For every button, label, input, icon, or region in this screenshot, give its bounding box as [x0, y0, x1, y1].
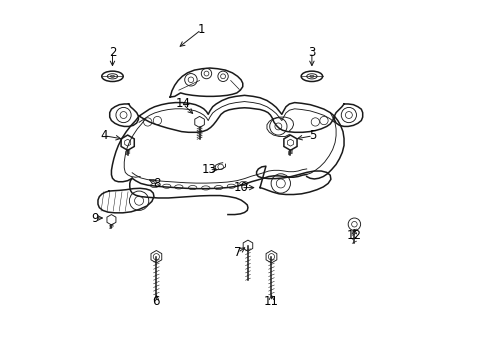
Text: 7: 7 — [233, 246, 241, 259]
Text: 10: 10 — [233, 181, 248, 194]
Text: 6: 6 — [152, 295, 160, 308]
Text: 13: 13 — [202, 163, 216, 176]
Text: 9: 9 — [91, 212, 99, 225]
Text: 3: 3 — [307, 46, 315, 59]
Text: 1: 1 — [197, 23, 204, 36]
Text: 14: 14 — [175, 98, 190, 111]
Text: 11: 11 — [264, 295, 278, 308]
Text: 8: 8 — [153, 177, 161, 190]
Text: 4: 4 — [101, 129, 108, 142]
Text: 12: 12 — [346, 229, 361, 242]
Text: 5: 5 — [308, 129, 316, 142]
Text: 2: 2 — [108, 46, 116, 59]
